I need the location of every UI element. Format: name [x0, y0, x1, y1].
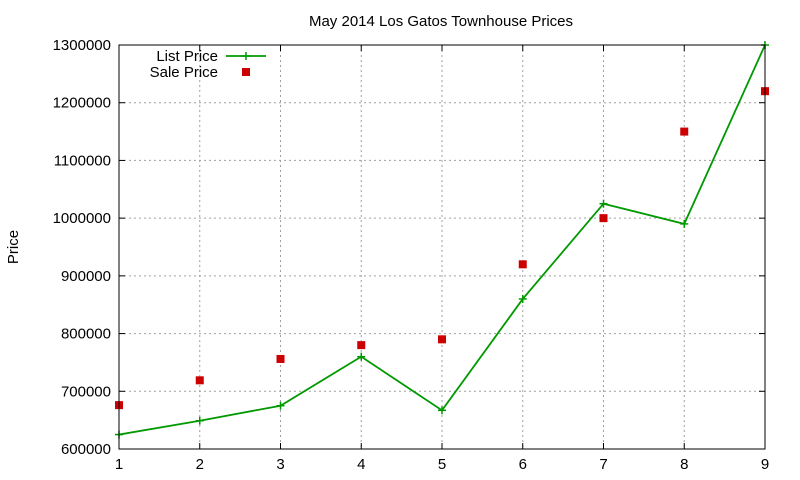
sale-price-point	[195, 376, 204, 385]
chart-title: May 2014 Los Gatos Townhouse Prices	[309, 13, 573, 30]
sale-price-point	[276, 354, 285, 363]
y-tick-label: 800000	[61, 326, 111, 343]
y-tick-label: 600000	[61, 441, 111, 458]
x-tick-label: 4	[357, 456, 365, 473]
grid-layer	[119, 45, 765, 449]
x-tick-label: 3	[276, 456, 284, 473]
sale-price-point	[599, 214, 608, 223]
sale-price-point	[357, 341, 366, 350]
x-tick-label: 6	[519, 456, 527, 473]
list-price-point	[680, 219, 689, 228]
list-price-point	[357, 352, 366, 361]
sale-price-point	[438, 335, 446, 344]
y-tick-label: 1200000	[53, 95, 111, 112]
y-axis-label: Price	[5, 230, 22, 264]
x-tick-label: 7	[599, 456, 607, 473]
x-tick-label: 8	[680, 456, 688, 473]
axis-layer: 6000007000008000009000001000000110000012…	[53, 37, 770, 473]
list-price-point	[276, 401, 285, 410]
list-price-point	[599, 199, 608, 208]
list-price-point	[195, 416, 204, 425]
sale-price-point	[680, 127, 689, 136]
x-tick-label: 1	[115, 456, 123, 473]
y-tick-label: 900000	[61, 268, 111, 285]
x-tick-label: 2	[196, 456, 204, 473]
x-tick-label: 9	[761, 456, 769, 473]
list-price-point	[518, 294, 527, 303]
plot-border	[118, 44, 766, 450]
y-tick-label: 1100000	[54, 152, 111, 169]
legend-label: List Price	[156, 48, 218, 65]
list-price-point	[438, 406, 446, 415]
sale-price-point	[518, 260, 527, 269]
legend-square-marker	[242, 68, 250, 76]
y-tick-label: 700000	[61, 383, 111, 400]
y-tick-label: 1300000	[53, 37, 111, 54]
legend-label: Sale Price	[150, 64, 218, 81]
x-tick-label: 5	[438, 456, 446, 473]
legend-plus-marker	[242, 52, 250, 60]
y-tick-label: 1000000	[53, 210, 111, 227]
